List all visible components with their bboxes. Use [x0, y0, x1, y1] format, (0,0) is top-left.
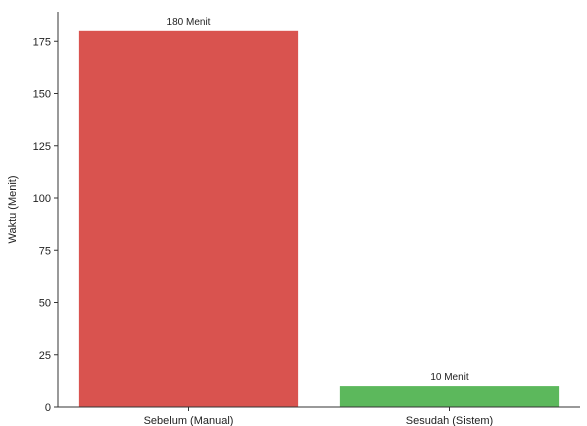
y-tick-label: 100 — [33, 193, 51, 205]
bar-value-label: 180 Menit — [167, 17, 211, 28]
y-tick-label: 150 — [33, 89, 51, 101]
bar-value-label: 10 Menit — [430, 372, 469, 383]
x-ticks-layer: Sebelum (Manual) Sesudah (Sistem) — [144, 407, 493, 426]
x-tick-label: Sebelum (Manual) — [144, 415, 234, 426]
bar-sesudah-sistem — [339, 386, 560, 407]
y-axis-title: Waktu (Menit) — [7, 175, 19, 243]
y-tick-label: 25 — [39, 350, 51, 362]
x-tick-label: Sesudah (Sistem) — [406, 415, 493, 426]
y-tick-label: 175 — [33, 36, 51, 48]
y-tick-label: 75 — [39, 245, 51, 257]
y-ticks-layer: 0 25 50 75 100 125 150 175 — [33, 36, 58, 414]
y-tick-label: 0 — [45, 402, 51, 414]
data-labels-layer: 180 Menit 10 Menit — [167, 17, 469, 383]
bars-layer — [78, 30, 560, 408]
bar-sebelum-manual — [78, 30, 299, 408]
y-tick-label: 50 — [39, 298, 51, 310]
axes-layer — [57, 12, 580, 408]
y-tick-label: 125 — [33, 141, 51, 153]
